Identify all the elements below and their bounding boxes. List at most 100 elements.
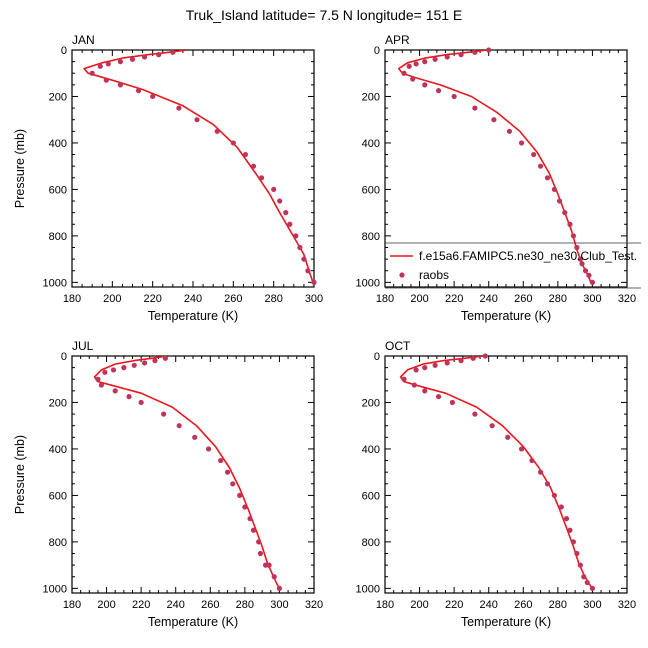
panel-label: JUL — [72, 339, 94, 353]
raobs-point — [422, 365, 428, 371]
raobs-point — [584, 579, 590, 586]
x-tick-label: 320 — [305, 599, 323, 611]
raobs-point — [242, 504, 248, 510]
raobs-point — [98, 382, 104, 388]
x-tick-label: 260 — [224, 293, 242, 305]
raobs-point — [589, 585, 596, 591]
raobs-point — [121, 365, 127, 371]
raobs-point — [97, 63, 103, 69]
y-tick-label: 800 — [362, 537, 380, 549]
y-tick-label: 200 — [49, 91, 67, 103]
raobs-point — [472, 105, 478, 111]
raobs-point — [432, 56, 438, 62]
y-tick-label: 400 — [49, 138, 67, 150]
raobs-point — [258, 175, 265, 181]
y-tick-label: 600 — [362, 490, 380, 502]
y-tick-label: 400 — [49, 444, 67, 456]
y-tick-label: 800 — [362, 231, 380, 243]
raobs-point — [586, 272, 592, 278]
plot-frame — [71, 355, 315, 594]
raobs-point — [529, 457, 535, 464]
x-tick-label: 300 — [583, 599, 601, 611]
raobs-point — [142, 360, 148, 366]
raobs-point — [89, 70, 95, 76]
raobs-point — [410, 76, 416, 82]
x-tick-label: 240 — [480, 293, 498, 305]
y-tick-label: 1000 — [43, 583, 67, 595]
x-tick-label: 180 — [376, 599, 394, 611]
raobs-point — [444, 360, 450, 366]
raobs-point — [250, 163, 257, 169]
raobs-point — [574, 550, 580, 557]
raobs-point — [574, 244, 580, 251]
raobs-point — [558, 504, 564, 510]
panel-jul: 180 200 220 240 260 280 300 320 0 200 400 600 800 100… — [13, 339, 323, 629]
raobs-point — [472, 411, 478, 417]
x-tick-label: 220 — [445, 599, 463, 611]
raobs-point — [138, 399, 144, 406]
raobs-point — [570, 539, 577, 545]
raobs-point — [567, 221, 573, 227]
raobs-point — [577, 562, 583, 568]
x-tick-label: 260 — [514, 599, 532, 611]
y-tick-label: 1000 — [356, 277, 380, 289]
model-profile-line — [93, 356, 281, 589]
raobs-point — [112, 388, 118, 394]
x-tick-label: 220 — [143, 293, 161, 305]
raobs-point — [142, 54, 148, 60]
raobs-point — [413, 61, 419, 67]
raobs-point — [537, 469, 544, 475]
raobs-point — [506, 128, 513, 134]
raobs-point — [276, 585, 283, 591]
raobs-point — [102, 369, 108, 375]
raobs-point — [518, 446, 525, 452]
x-tick-label: 300 — [270, 599, 288, 611]
raobs-point — [192, 434, 198, 440]
raobs-point — [105, 61, 111, 67]
x-tick-label: 200 — [410, 599, 428, 611]
raobs-point — [150, 93, 156, 100]
raobs-point — [305, 268, 311, 274]
figure-title: Truk_Island latitude= 7.5 N longitude= 1… — [186, 7, 463, 23]
raobs-point — [131, 362, 137, 368]
x-axis-title: Temperature (K) — [148, 309, 238, 323]
raobs-point — [205, 446, 212, 452]
raobs-point — [257, 550, 264, 557]
x-tick-label: 260 — [201, 599, 219, 611]
raobs-point — [422, 388, 428, 394]
raobs-point — [247, 516, 253, 522]
y-tick-label: 0 — [61, 45, 67, 57]
raobs-point — [567, 527, 573, 533]
x-tick-label: 280 — [264, 293, 282, 305]
raobs-point — [451, 93, 457, 100]
raobs-point — [311, 279, 317, 285]
x-tick-label: 260 — [514, 293, 532, 305]
x-tick-label: 300 — [583, 293, 601, 305]
raobs-point — [103, 77, 109, 83]
raobs-point — [176, 423, 182, 429]
raobs-point — [117, 59, 123, 65]
y-tick-label: 600 — [362, 184, 380, 196]
raobs-point — [551, 492, 558, 499]
x-tick-label: 280 — [549, 293, 567, 305]
raobs-point — [230, 140, 236, 146]
y-axis-title: Pressure (mb) — [13, 129, 27, 208]
y-tick-label: 800 — [49, 231, 67, 243]
raobs-point — [432, 362, 438, 368]
raobs-point — [551, 186, 558, 193]
y-tick-label: 0 — [374, 351, 380, 363]
raobs-point — [176, 105, 182, 111]
raobs-point — [293, 233, 299, 239]
legend: f.e15a6.FAMIPC5.ne30_ne30.Club_Test.raob… — [385, 242, 641, 289]
raobs-point — [117, 82, 123, 88]
x-tick-label: 220 — [132, 599, 150, 611]
raobs-point — [401, 376, 407, 382]
panel-label: APR — [385, 33, 410, 47]
y-tick-label: 800 — [49, 537, 67, 549]
panel-label: JAN — [72, 33, 95, 47]
raobs-point — [218, 457, 224, 464]
raobs-point — [589, 279, 596, 285]
raobs-point — [458, 358, 464, 364]
raobs-point — [470, 355, 476, 361]
